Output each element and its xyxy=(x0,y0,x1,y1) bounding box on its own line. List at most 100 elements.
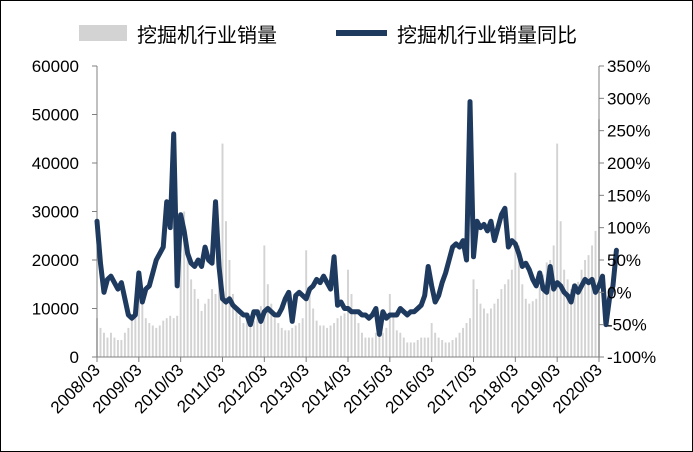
bar xyxy=(517,245,520,357)
bar xyxy=(315,320,318,358)
bar xyxy=(552,245,555,357)
bar xyxy=(148,323,151,357)
bar xyxy=(402,337,405,357)
bar xyxy=(545,262,548,357)
bar xyxy=(479,303,482,357)
bar xyxy=(573,284,576,357)
right-tick-label: 300% xyxy=(607,89,650,108)
bar xyxy=(123,332,126,357)
bar xyxy=(455,337,458,357)
bar xyxy=(409,342,412,357)
bar xyxy=(427,337,430,357)
bar xyxy=(591,245,593,357)
bar xyxy=(587,255,590,357)
bar xyxy=(155,327,158,357)
bar xyxy=(172,318,175,357)
series-line-yoy xyxy=(94,99,619,337)
left-tick-label: 40000 xyxy=(32,154,79,173)
bar xyxy=(116,340,119,357)
right-tick-label: 0% xyxy=(607,283,632,302)
bar xyxy=(242,323,245,357)
bar xyxy=(225,221,227,357)
line-group xyxy=(94,99,619,337)
bar xyxy=(144,318,147,357)
bar xyxy=(462,327,464,357)
bar xyxy=(109,332,112,357)
left-tick-label: 30000 xyxy=(32,203,79,222)
bar xyxy=(336,318,339,357)
bar xyxy=(395,330,398,357)
bar xyxy=(162,320,165,358)
bar xyxy=(298,323,301,357)
bar xyxy=(507,279,510,357)
bar xyxy=(113,337,116,357)
bar xyxy=(259,306,262,357)
bar xyxy=(514,172,517,357)
bar xyxy=(207,298,210,357)
bar xyxy=(179,255,182,357)
right-tick-label: 200% xyxy=(607,154,650,173)
bar xyxy=(570,289,573,357)
bar xyxy=(430,323,433,357)
bar xyxy=(280,327,283,357)
bar xyxy=(538,286,541,357)
bar xyxy=(176,315,179,357)
bar xyxy=(496,298,499,357)
bar xyxy=(319,325,322,357)
bar xyxy=(347,269,349,357)
bar xyxy=(472,279,475,357)
bar xyxy=(420,337,423,357)
bar xyxy=(326,327,329,357)
bar xyxy=(350,293,353,357)
bar xyxy=(308,289,311,357)
bar xyxy=(566,279,569,357)
bar xyxy=(354,313,356,357)
bar xyxy=(444,342,447,357)
bar xyxy=(503,284,506,357)
legend-label-line: 挖掘机行业销量同比 xyxy=(397,23,577,47)
bar xyxy=(204,303,207,357)
bar xyxy=(371,337,374,357)
bar xyxy=(388,293,391,357)
bar xyxy=(127,327,130,357)
bar xyxy=(378,332,381,357)
legend: 挖掘机行业销量 挖掘机行业销量同比 xyxy=(79,23,577,47)
right-tick-label: 250% xyxy=(607,122,650,141)
bar xyxy=(238,315,241,357)
x-axis-ticks: 2008/032009/032010/032011/032012/032013/… xyxy=(47,357,606,417)
bar xyxy=(489,308,492,357)
right-tick-label: 100% xyxy=(607,219,650,238)
bar xyxy=(524,298,527,357)
bar xyxy=(399,332,402,357)
left-tick-label: 20000 xyxy=(32,251,79,270)
bar xyxy=(301,318,304,357)
bar xyxy=(367,337,370,357)
bar xyxy=(357,323,360,357)
bar xyxy=(535,298,538,357)
bar xyxy=(340,315,342,357)
bar xyxy=(322,325,325,357)
bar xyxy=(458,332,461,357)
bar xyxy=(270,303,273,357)
bar xyxy=(183,211,186,357)
bar xyxy=(364,337,367,357)
bar xyxy=(232,293,234,357)
bar xyxy=(493,303,496,357)
bar xyxy=(235,308,238,357)
bar xyxy=(392,313,395,357)
bar xyxy=(287,330,290,357)
bar xyxy=(483,308,485,357)
bar xyxy=(197,298,200,357)
bar xyxy=(120,340,123,357)
bar xyxy=(130,320,133,358)
bar xyxy=(374,332,377,357)
bar xyxy=(193,289,196,357)
bar xyxy=(584,260,587,357)
bar xyxy=(190,279,193,357)
bar xyxy=(211,289,213,357)
bar xyxy=(465,323,468,357)
bar xyxy=(333,323,336,357)
bar xyxy=(531,301,534,357)
bar xyxy=(476,289,478,357)
